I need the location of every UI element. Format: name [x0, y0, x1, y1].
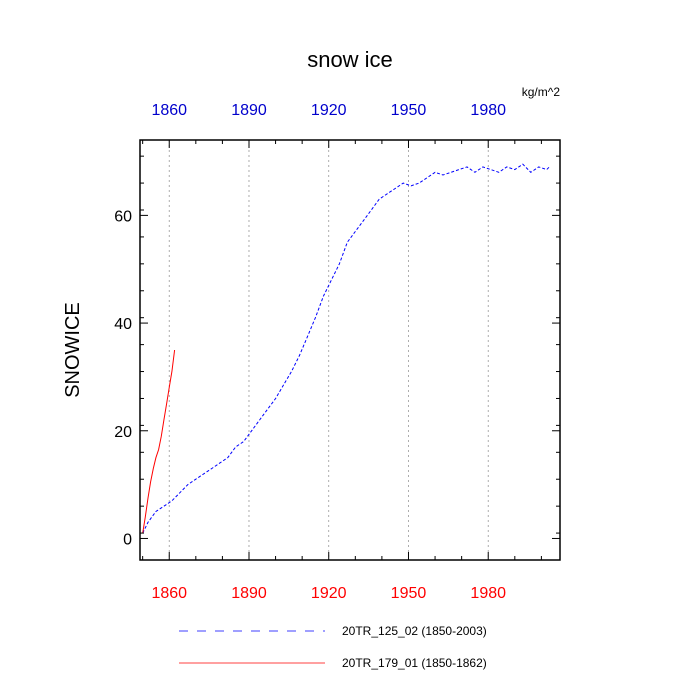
legend-label-1: 20TR_125_02 (1850-2003): [342, 624, 487, 638]
series-layer: [142, 163, 550, 534]
tick-label-x-bottom-1980: 1980: [470, 585, 506, 602]
tick-label-y-40: 40: [114, 316, 132, 333]
tick-label-y-0: 0: [123, 531, 132, 548]
y-axis-label: SNOWICE: [62, 302, 84, 398]
tick-label-x-bottom-1920: 1920: [311, 585, 347, 602]
tick-label-y-60: 60: [114, 208, 132, 225]
tick-label-x-top-1950: 1950: [391, 102, 427, 119]
tick-marks: [140, 140, 560, 561]
tick-labels: 1860 1860 1890 1890 1920 1920 1950 1950 1980 1980…: [114, 102, 506, 602]
tick-label-y-20: 20: [114, 424, 132, 441]
tick-label-x-top-1980: 1980: [470, 102, 506, 119]
tick-label-x-bottom-1890: 1890: [231, 585, 267, 602]
tick-label-x-bottom-1860: 1860: [151, 585, 187, 602]
tick-label-x-bottom-1950: 1950: [391, 585, 427, 602]
series-line-1: [142, 163, 550, 534]
tick-label-x-top-1860: 1860: [151, 102, 187, 119]
legend-label-2: 20TR_179_01 (1850-1862): [342, 656, 487, 670]
units-label: kg/m^2: [522, 85, 561, 99]
tick-label-x-top-1890: 1890: [231, 102, 267, 119]
series-line-2: [142, 349, 176, 534]
plot-frame: [139, 139, 561, 561]
chart-title: snow ice: [307, 47, 393, 72]
legend: 20TR_125_02 (1850-2003) 20TR_179_01 (1850…: [179, 624, 487, 670]
grid-lines: [168, 140, 489, 560]
tick-label-x-top-1920: 1920: [311, 102, 347, 119]
